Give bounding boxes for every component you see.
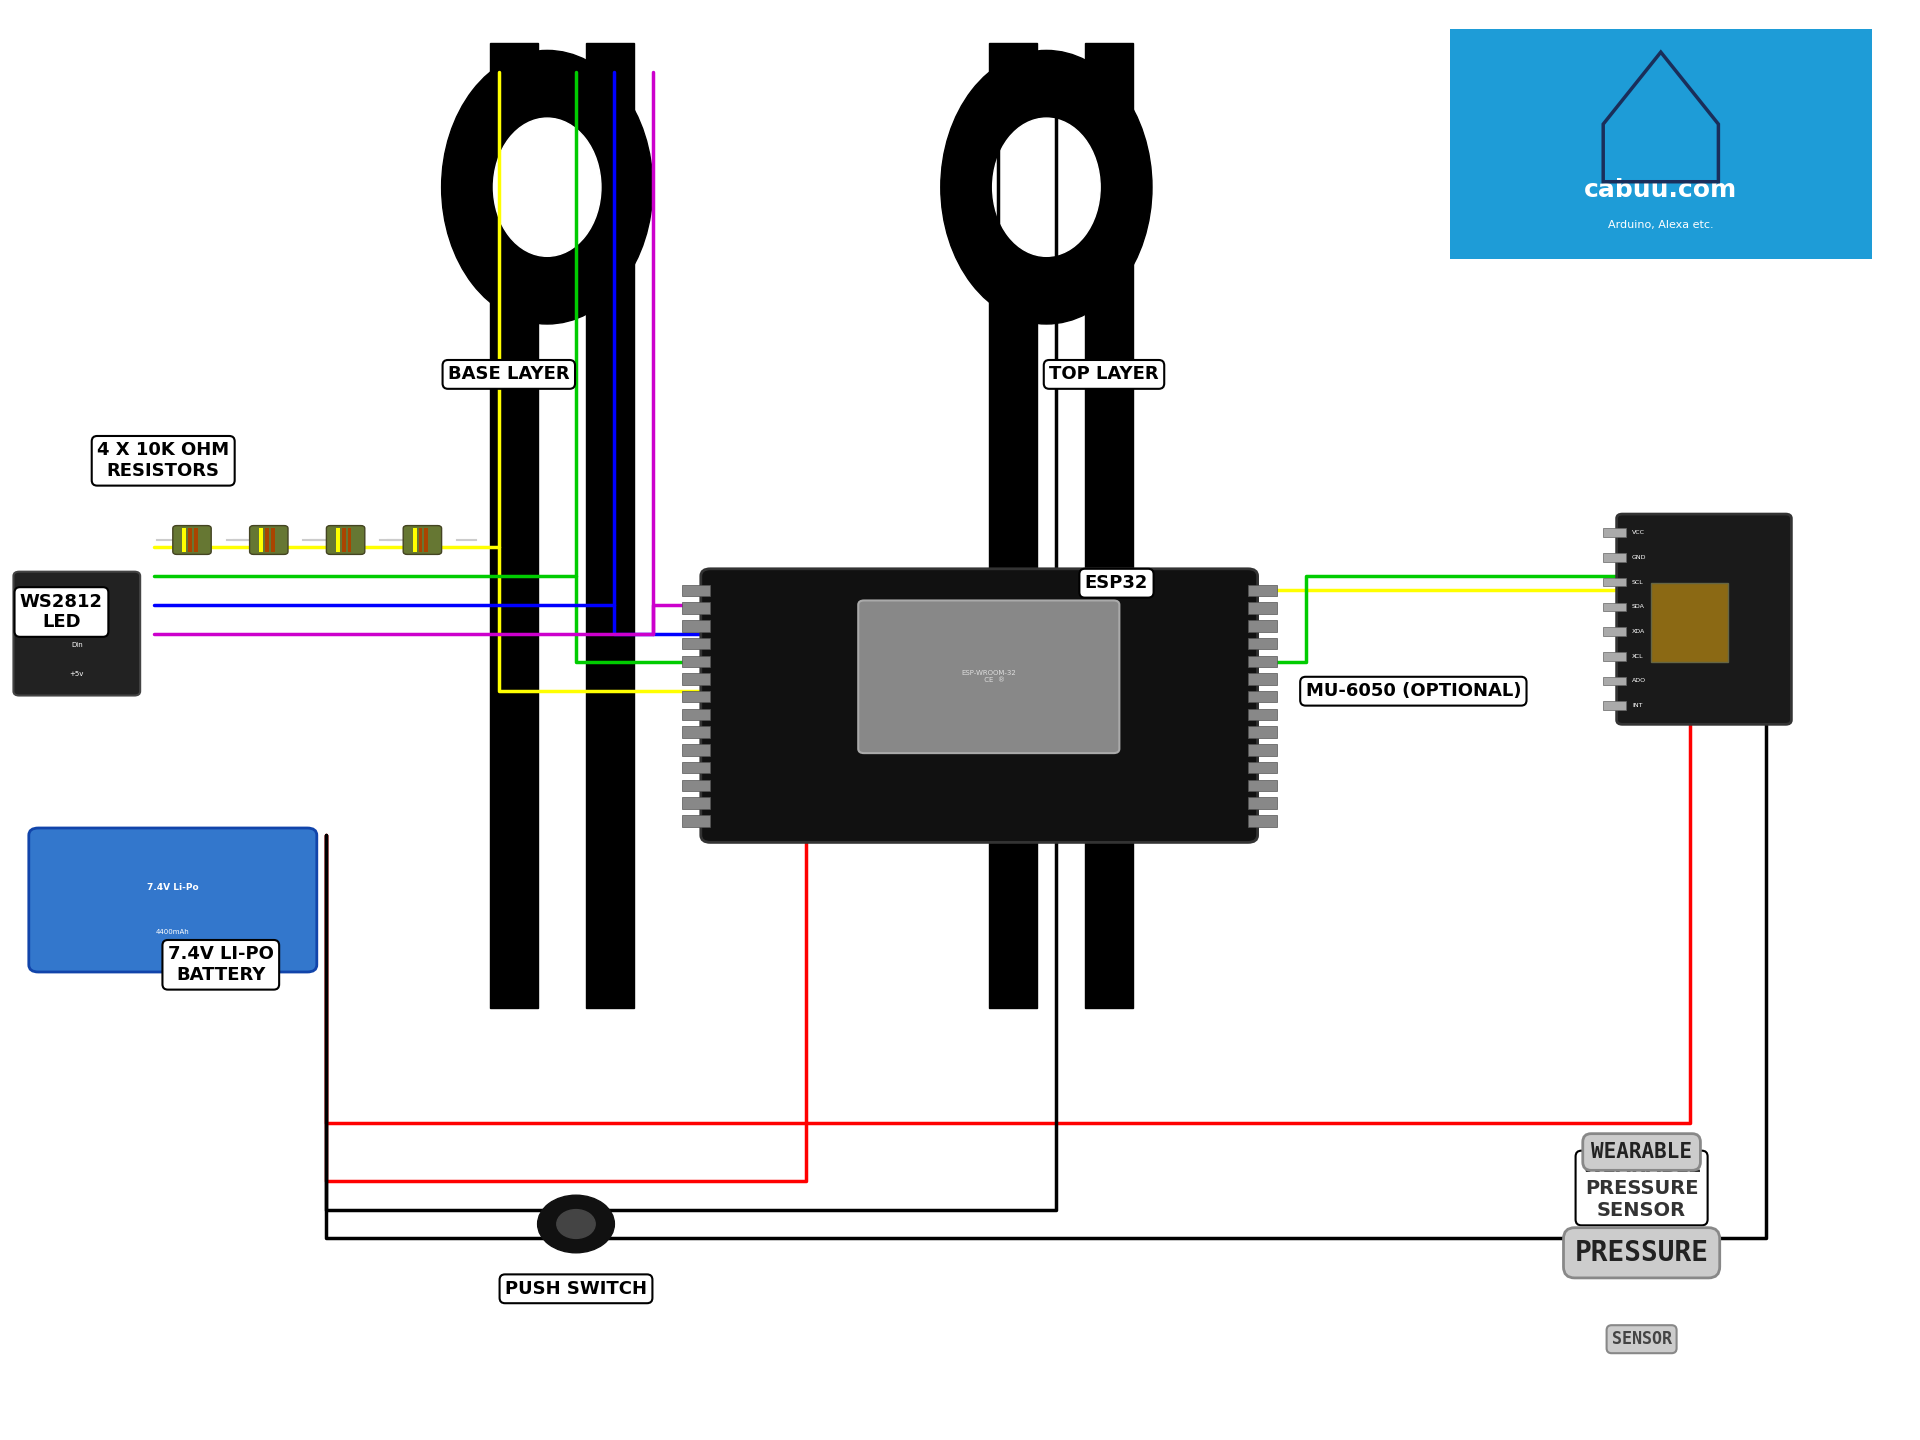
Bar <box>682 744 710 756</box>
Text: PRESSURE: PRESSURE <box>1574 1238 1709 1267</box>
Bar <box>419 528 422 552</box>
Text: 7.4V LI-PO
BATTERY: 7.4V LI-PO BATTERY <box>167 946 275 984</box>
FancyBboxPatch shape <box>403 526 442 554</box>
Text: VCC: VCC <box>1632 530 1645 536</box>
Bar <box>682 585 710 596</box>
Text: BASE LAYER: BASE LAYER <box>447 366 570 383</box>
Bar <box>1248 585 1277 596</box>
Bar <box>1248 779 1277 791</box>
Text: SENSOR: SENSOR <box>1611 1331 1672 1348</box>
FancyBboxPatch shape <box>173 526 211 554</box>
FancyBboxPatch shape <box>29 828 317 972</box>
Ellipse shape <box>993 118 1100 256</box>
Bar <box>1603 628 1626 636</box>
Bar <box>265 528 269 552</box>
Text: 7.4V Li-Po: 7.4V Li-Po <box>148 883 198 891</box>
Bar <box>182 528 186 552</box>
Text: SDA: SDA <box>1632 605 1645 609</box>
FancyBboxPatch shape <box>326 526 365 554</box>
Text: WS2812
LED: WS2812 LED <box>19 593 104 631</box>
Text: Arduino, Alexa etc.: Arduino, Alexa etc. <box>1607 220 1715 229</box>
FancyBboxPatch shape <box>858 600 1119 753</box>
Bar <box>1248 762 1277 773</box>
Bar <box>682 638 710 649</box>
Text: INT: INT <box>1632 703 1642 708</box>
Text: 4 X 10K OHM
RESISTORS: 4 X 10K OHM RESISTORS <box>98 442 228 480</box>
Bar <box>1248 691 1277 703</box>
Bar <box>424 528 428 552</box>
Circle shape <box>557 1210 595 1238</box>
Bar <box>336 528 340 552</box>
FancyBboxPatch shape <box>701 569 1258 842</box>
Circle shape <box>538 1195 614 1253</box>
Text: WEARABLE
PRESSURE
SENSOR: WEARABLE PRESSURE SENSOR <box>1582 1156 1701 1220</box>
Bar <box>1248 602 1277 613</box>
Bar <box>1248 708 1277 720</box>
Bar <box>1248 798 1277 809</box>
Bar <box>490 43 538 1008</box>
Text: SCL: SCL <box>1632 580 1644 585</box>
Bar <box>271 528 275 552</box>
Bar <box>1651 583 1728 662</box>
Bar <box>1603 553 1626 562</box>
Bar <box>342 528 346 552</box>
Bar <box>1603 602 1626 611</box>
Bar <box>413 528 417 552</box>
Bar <box>1603 701 1626 710</box>
Text: XDA: XDA <box>1632 629 1645 634</box>
Bar <box>1248 726 1277 737</box>
Bar <box>682 762 710 773</box>
Bar <box>682 602 710 613</box>
Text: MU-6050 (OPTIONAL): MU-6050 (OPTIONAL) <box>1306 683 1521 700</box>
Text: ESP32: ESP32 <box>1085 575 1148 592</box>
Bar <box>1248 815 1277 827</box>
Bar <box>1603 577 1626 586</box>
Text: Dout: Dout <box>69 608 84 613</box>
Ellipse shape <box>493 118 601 256</box>
Bar <box>348 528 351 552</box>
Bar <box>682 655 710 667</box>
Text: WEARABLE: WEARABLE <box>1592 1142 1692 1162</box>
Text: XCL: XCL <box>1632 654 1644 658</box>
Text: TOP LAYER: TOP LAYER <box>1048 366 1160 383</box>
Bar <box>194 528 198 552</box>
Ellipse shape <box>442 50 653 324</box>
Bar <box>1248 744 1277 756</box>
Bar <box>682 798 710 809</box>
Bar <box>682 726 710 737</box>
FancyBboxPatch shape <box>13 572 140 696</box>
Bar <box>1248 638 1277 649</box>
Bar <box>586 43 634 1008</box>
FancyBboxPatch shape <box>1450 29 1872 259</box>
Bar <box>682 815 710 827</box>
Bar <box>1085 43 1133 1008</box>
FancyBboxPatch shape <box>1617 514 1791 724</box>
Text: 4400mAh: 4400mAh <box>156 929 190 936</box>
Text: cabuu.com: cabuu.com <box>1584 179 1738 202</box>
FancyBboxPatch shape <box>250 526 288 554</box>
Text: ESP-WROOM-32
     CE  ®: ESP-WROOM-32 CE ® <box>962 670 1016 684</box>
Ellipse shape <box>941 50 1152 324</box>
Bar <box>682 779 710 791</box>
Bar <box>989 43 1037 1008</box>
Bar <box>682 708 710 720</box>
Bar <box>1248 674 1277 685</box>
Bar <box>682 691 710 703</box>
Bar <box>259 528 263 552</box>
Text: GND: GND <box>1632 554 1647 560</box>
Bar <box>1248 621 1277 632</box>
Text: ADO: ADO <box>1632 678 1645 684</box>
Text: PUSH SWITCH: PUSH SWITCH <box>505 1280 647 1297</box>
Bar <box>1248 655 1277 667</box>
Bar <box>1603 528 1626 537</box>
Bar <box>682 674 710 685</box>
Bar <box>188 528 192 552</box>
Text: Din: Din <box>71 642 83 648</box>
Bar <box>1603 652 1626 661</box>
Bar <box>682 621 710 632</box>
Bar <box>1603 677 1626 685</box>
Text: +5v: +5v <box>69 671 84 677</box>
